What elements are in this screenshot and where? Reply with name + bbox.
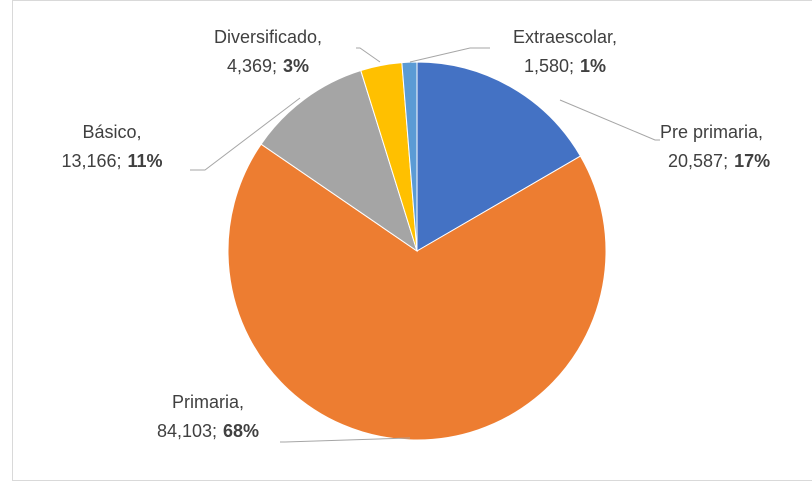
separator: , — [612, 27, 617, 47]
leader-line — [280, 437, 411, 443]
data-label-name: Básico, — [82, 122, 141, 142]
percent-label: 68% — [223, 421, 259, 441]
percent-label: 1% — [580, 56, 606, 76]
data-label-value: 13,166; 11% — [61, 151, 162, 171]
pie — [227, 61, 607, 441]
pie-slice — [401, 61, 418, 252]
value-label: 20,587 — [668, 151, 723, 171]
pie-slice — [416, 61, 582, 252]
category-name: Extraescolar — [513, 27, 613, 47]
pie-slice — [260, 69, 418, 253]
separator: ; — [272, 56, 277, 76]
category-name: Pre primaria — [660, 122, 759, 142]
leader-line — [356, 47, 381, 63]
value-label: 4,369 — [227, 56, 272, 76]
value-label: 1,580 — [524, 56, 569, 76]
data-label-value: 20,587; 17% — [668, 151, 770, 171]
separator: ; — [117, 151, 122, 171]
pie-slice — [227, 143, 607, 441]
data-label-value: 4,369; 3% — [227, 56, 309, 76]
data-label-value: 1,580; 1% — [524, 56, 606, 76]
value-label: 13,166 — [61, 151, 116, 171]
leader-line — [559, 99, 660, 141]
category-name: Diversificado — [214, 27, 317, 47]
separator: ; — [569, 56, 574, 76]
data-label-name: Pre primaria, — [660, 122, 763, 142]
separator: , — [239, 392, 244, 412]
separator: , — [137, 122, 142, 142]
leader-line — [409, 47, 490, 63]
data-label-value: 84,103; 68% — [157, 421, 259, 441]
category-name: Primaria — [172, 392, 240, 412]
separator: ; — [212, 421, 217, 441]
separator: , — [317, 27, 322, 47]
data-label-name: Primaria, — [172, 392, 244, 412]
data-label-name: Extraescolar, — [513, 27, 617, 47]
leader-line — [190, 97, 301, 171]
percent-label: 11% — [128, 151, 163, 171]
value-label: 84,103 — [157, 421, 212, 441]
separator: ; — [723, 151, 728, 171]
category-name: Básico — [82, 122, 136, 142]
separator: , — [758, 122, 763, 142]
percent-label: 17% — [734, 151, 770, 171]
percent-label: 3% — [283, 56, 309, 76]
data-label-name: Diversificado, — [214, 27, 322, 47]
leader-lines — [190, 47, 660, 443]
